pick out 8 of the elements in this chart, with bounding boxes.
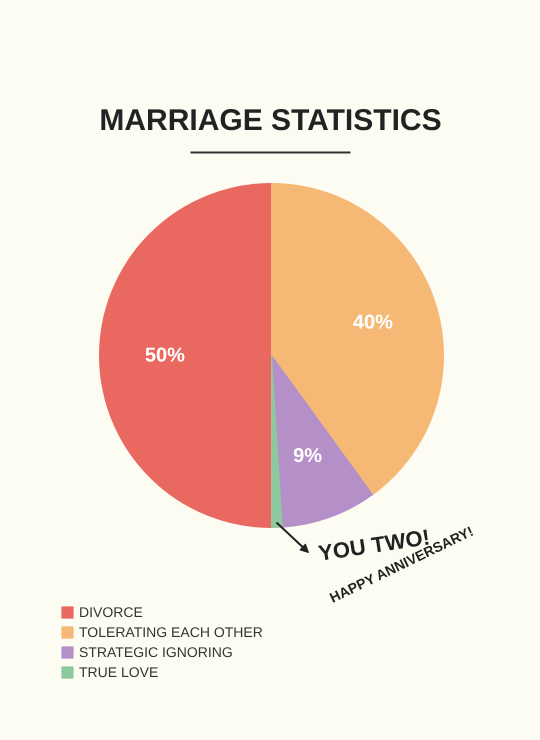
data-label: 9% <box>293 444 322 467</box>
data-label: 40% <box>352 312 394 334</box>
legend-label: DIVORCE <box>79 604 143 620</box>
legend-label: TRUE LOVE <box>79 664 158 680</box>
legend-label: STRATEGIC IGNORING <box>79 644 233 660</box>
data-label: 50% <box>144 344 186 366</box>
legend-label: TOLERATING EACH OTHER <box>79 624 263 640</box>
chart-title: MARRIAGE STATISTICS <box>99 104 442 137</box>
